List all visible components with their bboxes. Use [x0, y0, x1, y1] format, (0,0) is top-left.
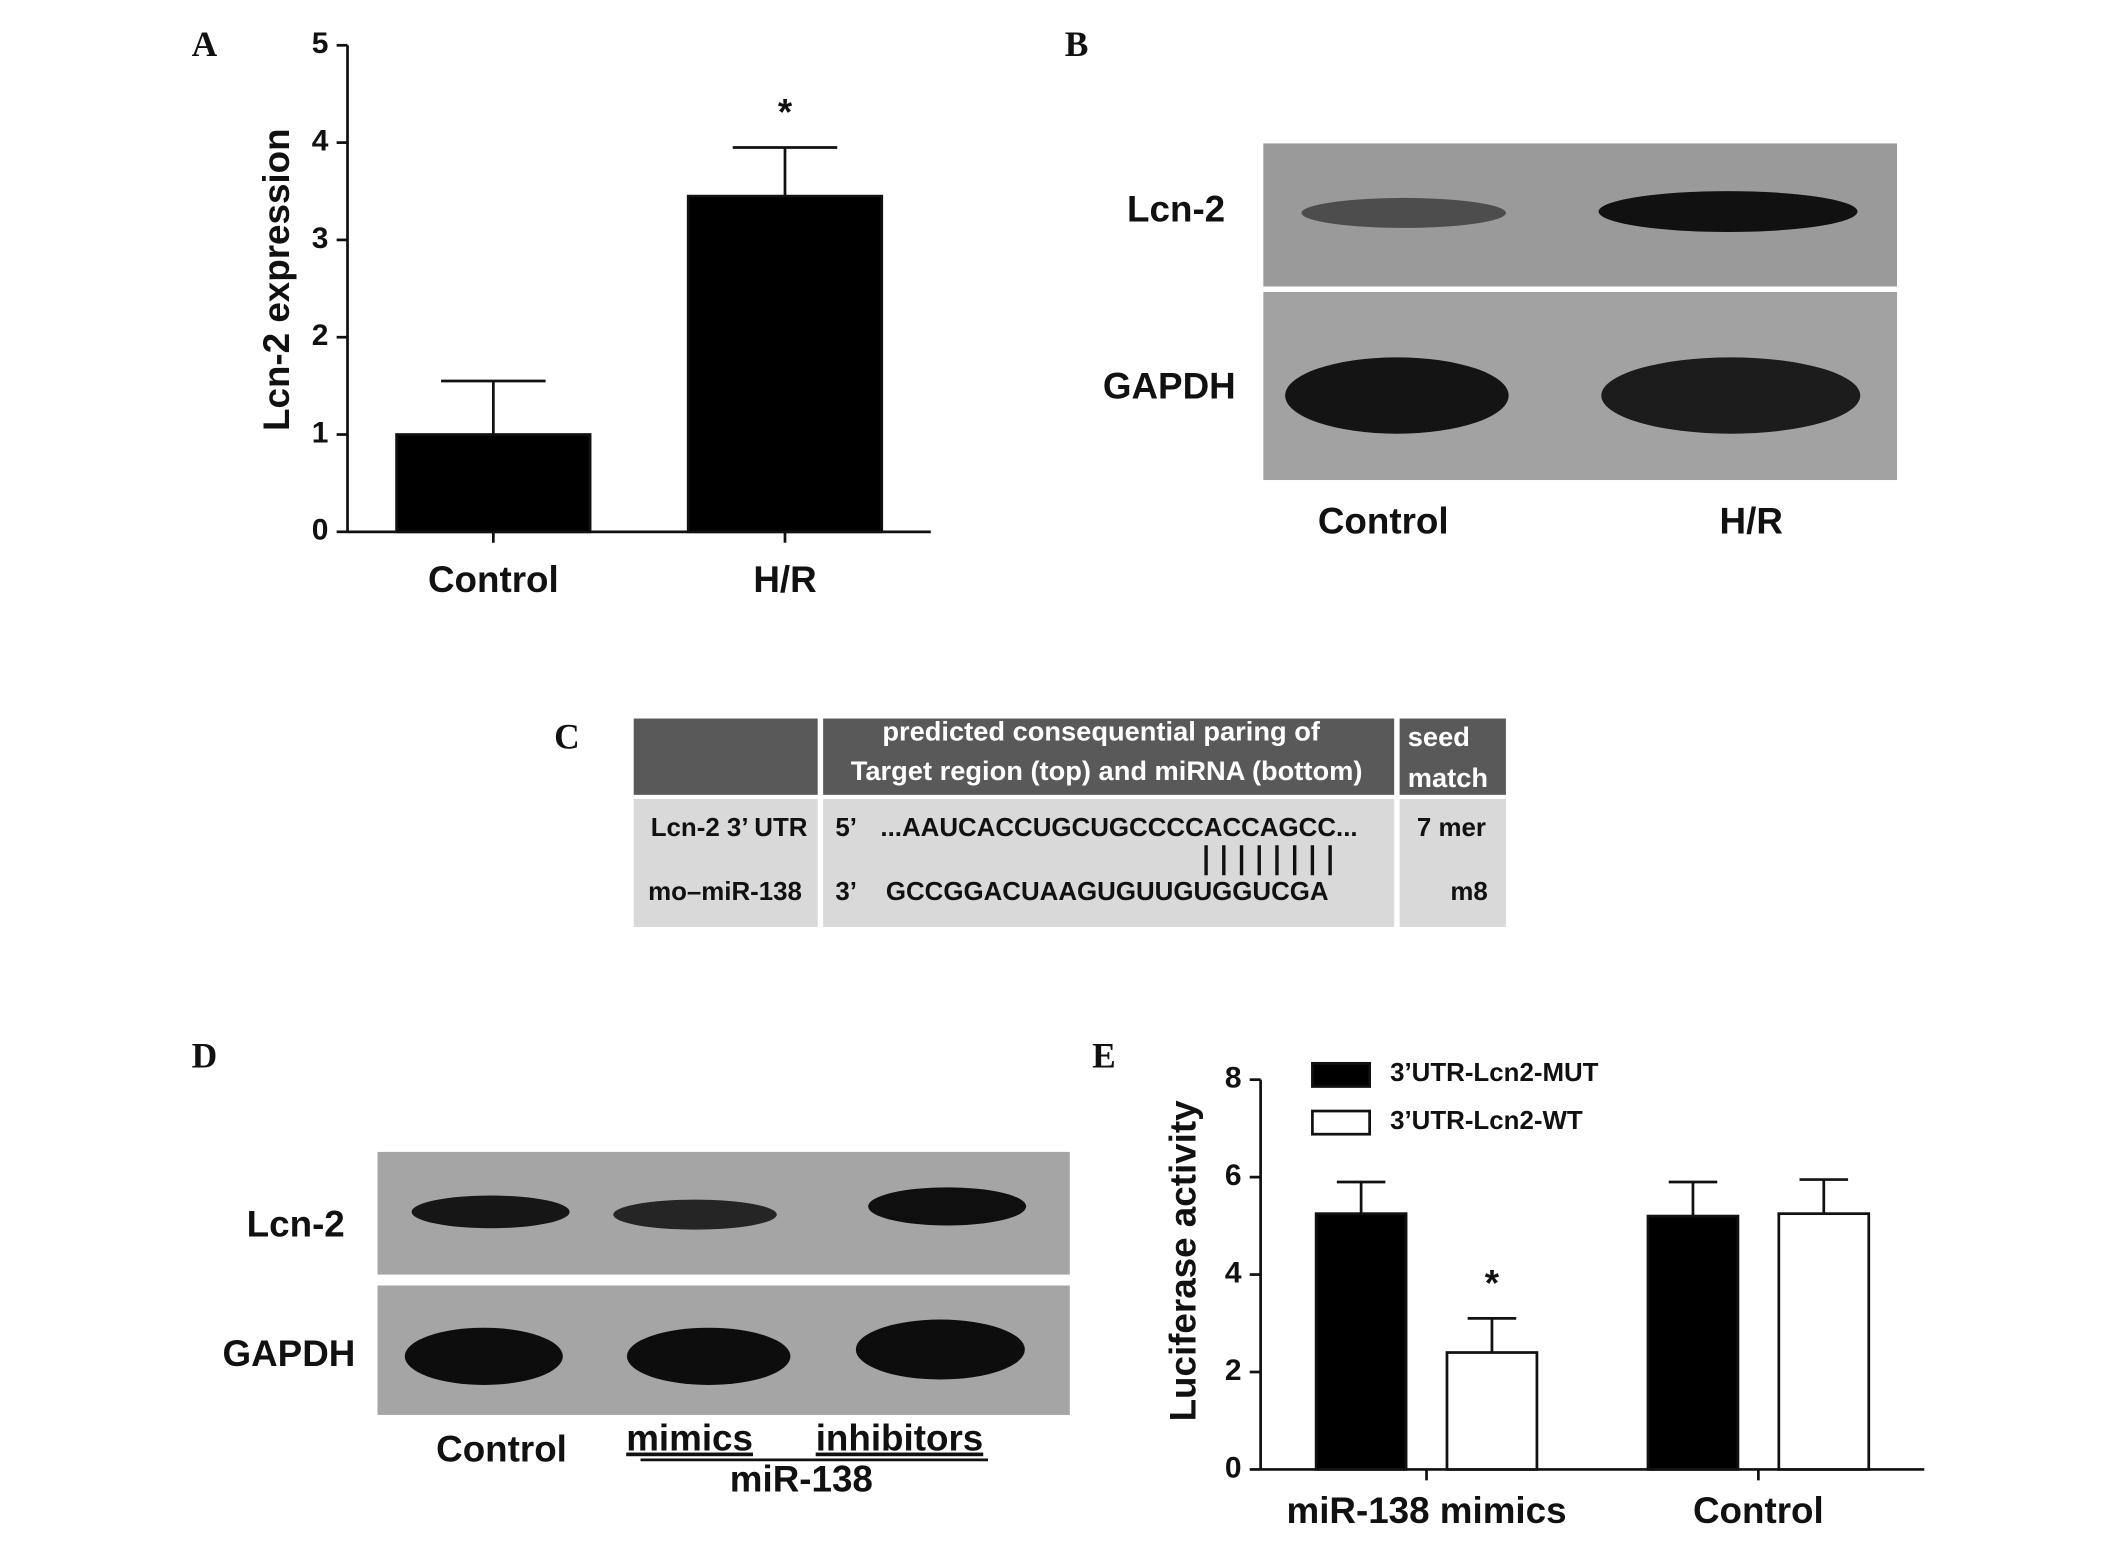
y-tick-label: 2: [312, 319, 329, 352]
error-bar: [1668, 1180, 1718, 1217]
lane-label: Control: [436, 1428, 567, 1469]
legend-label: 3’UTR-Lcn2-WT: [1390, 1107, 1583, 1135]
cell: [823, 798, 1395, 928]
significance-mark: *: [1485, 1262, 1500, 1303]
group-label: miR-138: [730, 1458, 873, 1499]
y-tick-label: 0: [312, 514, 329, 547]
panel-label: E: [1092, 1035, 1116, 1075]
band: [626, 1327, 791, 1385]
x-tick-label: H/R: [753, 559, 816, 600]
x-tick-label: Control: [428, 559, 559, 600]
bar: [395, 433, 592, 534]
band: [855, 1319, 1025, 1380]
band: [411, 1195, 570, 1229]
band: [1598, 191, 1858, 233]
cell-text: m8: [1450, 878, 1487, 906]
bar: [1646, 1214, 1740, 1471]
header-text: seed: [1408, 721, 1470, 752]
lane-label: inhibitors: [816, 1418, 984, 1459]
bar: [686, 194, 884, 534]
x-tick-label: miR-138 mimics: [1286, 1490, 1566, 1531]
panel-label: B: [1065, 24, 1089, 64]
legend-swatch: [1311, 1109, 1371, 1136]
bar: [1445, 1351, 1539, 1471]
lane-label: mimics: [626, 1418, 753, 1459]
y-axis-label: Lcn-2 expression: [256, 128, 297, 431]
error-bar: [732, 146, 838, 197]
cell-text: 7 mer: [1417, 814, 1486, 842]
y-tick-label: 4: [312, 125, 329, 158]
header-text: predicted consequential paring of: [882, 716, 1320, 747]
band: [868, 1187, 1027, 1226]
header-text: match: [1408, 762, 1488, 793]
band: [1601, 357, 1861, 434]
header-cell: [823, 718, 1395, 795]
legend-swatch: [1311, 1061, 1371, 1088]
panel-label: C: [554, 716, 580, 756]
cell: [633, 798, 818, 928]
blot-d: Lcn-2 GAPDH Control mimics inhibitors mi…: [222, 1151, 1070, 1499]
x-tick-label: Control: [1693, 1490, 1824, 1531]
band: [613, 1199, 777, 1230]
significance-mark: *: [778, 91, 793, 132]
y-tick-label: 3: [312, 222, 329, 255]
cell-text: 5’: [835, 814, 857, 842]
band: [404, 1327, 563, 1385]
row-label: GAPDH: [1103, 365, 1236, 406]
blot-b: Lcn-2 GAPDH Control H/R: [1103, 143, 1898, 541]
legend-label: 3’UTR-Lcn2-MUT: [1390, 1059, 1599, 1087]
error-bar: [1799, 1178, 1849, 1214]
y-tick-label: 1: [312, 416, 329, 449]
lane-label: Control: [1318, 500, 1449, 541]
bar: [1777, 1212, 1871, 1471]
pairing-lines: [1204, 845, 1332, 876]
y-axis-label: Luciferase activity: [1162, 1100, 1203, 1422]
header-cell: [1399, 718, 1506, 795]
cell-text: GCCGGACUAAGUGUUGUGGUCGA: [886, 878, 1329, 906]
lane-label: H/R: [1720, 500, 1783, 541]
table-c: predicted consequential paring of Target…: [633, 716, 1506, 928]
cell: [1399, 798, 1506, 928]
row-label: Lcn-2: [247, 1204, 345, 1245]
y-tick-label: 4: [1225, 1256, 1242, 1289]
row-label: Lcn-2: [1127, 188, 1225, 229]
panel-label: A: [192, 24, 218, 64]
bar: [1314, 1212, 1408, 1471]
cell-text: Lcn-2 3’ UTR: [651, 814, 808, 842]
band: [1285, 357, 1509, 434]
y-tick-label: 0: [1225, 1451, 1242, 1484]
cell-text: mo–miR-138: [648, 878, 802, 906]
error-bar: [1336, 1180, 1386, 1214]
cell-text: ...AAUCACCUGCUGCCCCACCAGCC...: [880, 814, 1357, 842]
row-label: GAPDH: [222, 1333, 355, 1374]
cell-text: 3’: [835, 878, 857, 906]
panel-label: D: [192, 1035, 218, 1075]
error-bar: [1467, 1317, 1517, 1353]
header-cell: [633, 718, 818, 795]
header-text: Target region (top) and miRNA (bottom): [851, 755, 1363, 786]
y-tick-label: 6: [1225, 1159, 1242, 1192]
y-tick-label: 5: [312, 27, 329, 60]
y-tick-label: 2: [1225, 1354, 1242, 1387]
error-bar: [441, 379, 546, 435]
band: [1301, 197, 1506, 228]
y-tick-label: 8: [1225, 1062, 1242, 1095]
